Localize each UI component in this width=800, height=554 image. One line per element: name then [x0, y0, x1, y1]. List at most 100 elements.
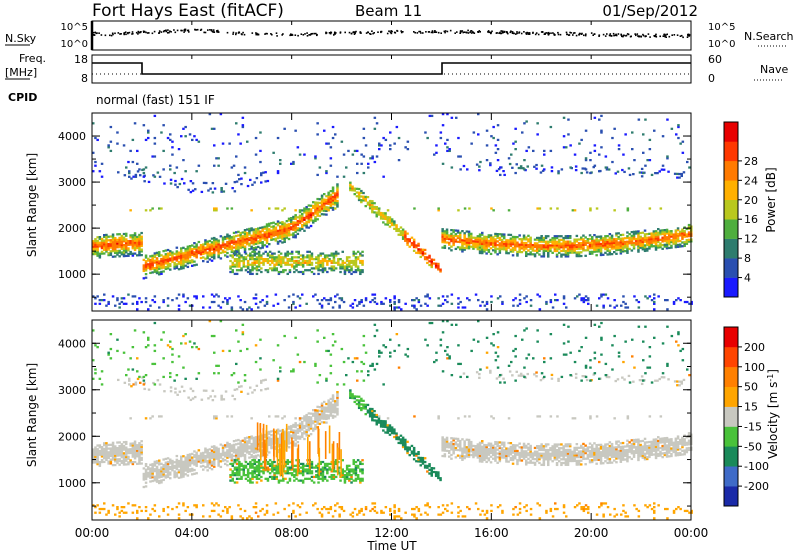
- velocity-cell: [254, 441, 258, 444]
- power-cell: [276, 240, 280, 243]
- power-cell: [241, 236, 245, 240]
- velocity-cell: [327, 408, 330, 411]
- velocity-cell: [316, 409, 319, 412]
- velocity-cell: [202, 459, 205, 462]
- velocity-cell: [195, 460, 198, 464]
- power-cell: [246, 263, 250, 266]
- power-cell: [107, 242, 110, 246]
- power-cell: [171, 255, 174, 258]
- velocity-cell: [155, 469, 159, 472]
- power-cell: [257, 234, 260, 238]
- power-cell: [588, 247, 592, 250]
- power-cell: [259, 131, 262, 134]
- power-cell: [177, 255, 181, 258]
- power-cell: [666, 299, 669, 302]
- velocity-cell: [138, 449, 141, 452]
- power-cell: [492, 236, 495, 239]
- power-cell: [257, 254, 261, 257]
- velocity-cell: [199, 452, 203, 455]
- power-cell: [626, 244, 629, 247]
- power-cell: [434, 264, 438, 267]
- velocity-cell: [100, 447, 104, 451]
- velocity-cell: [448, 455, 451, 458]
- power-cell: [230, 249, 234, 252]
- velocity-cell: [140, 462, 143, 465]
- power-cell: [208, 258, 212, 261]
- velocity-cell: [188, 470, 192, 473]
- power-cell: [356, 162, 359, 165]
- noise-point: [570, 32, 572, 34]
- velocity-cell: [199, 465, 203, 468]
- velocity-cell: [162, 458, 165, 461]
- power-cell: [354, 270, 358, 274]
- noise-point: [235, 32, 237, 34]
- power-cell: [413, 304, 416, 307]
- power-cell: [98, 299, 102, 302]
- velocity-cell: [320, 411, 324, 415]
- power-cell: [463, 237, 466, 240]
- power-cell: [686, 300, 689, 304]
- power-cell: [287, 306, 291, 309]
- power-cell: [253, 261, 256, 264]
- velocity-cell: [109, 451, 113, 454]
- power-cell: [151, 258, 154, 261]
- power-cell: [195, 252, 198, 255]
- power-cell: [319, 269, 322, 272]
- power-cell: [243, 234, 247, 237]
- noise-point: [425, 31, 427, 33]
- velocity-cell: [204, 454, 207, 458]
- velocity-cell: [184, 465, 187, 468]
- power-cell: [523, 122, 526, 125]
- power-cell: [454, 247, 458, 251]
- power-cell: [122, 247, 126, 250]
- velocity-cell: [138, 442, 141, 445]
- velocity-cell: [114, 450, 117, 454]
- power-cell: [608, 245, 612, 249]
- power-cell: [136, 302, 139, 305]
- power-cell: [149, 255, 152, 258]
- power-cell: [162, 259, 165, 262]
- power-cell: [114, 244, 117, 247]
- power-cell: [369, 300, 372, 304]
- power-cell: [518, 234, 521, 237]
- velocity-cell: [476, 450, 480, 454]
- velocity-cell: [173, 476, 176, 479]
- power-cell: [125, 247, 128, 250]
- power-cell: [514, 237, 517, 241]
- power-cell: [674, 246, 678, 249]
- power-cell: [340, 297, 344, 300]
- power-cell: [445, 237, 449, 241]
- power-cell: [231, 256, 234, 259]
- velocity-cell: [314, 414, 317, 418]
- power-cell: [195, 170, 198, 173]
- power-cell: [306, 269, 309, 272]
- power-cell: [265, 223, 269, 226]
- velocity-cell: [210, 451, 214, 454]
- power-cell: [217, 241, 220, 244]
- power-cell: [219, 248, 223, 251]
- power-cell: [674, 238, 678, 241]
- power-cell: [626, 306, 630, 309]
- noise-point: [622, 35, 624, 38]
- velocity-cell: [287, 442, 291, 445]
- velocity-cell: [334, 411, 337, 414]
- velocity-cell: [138, 460, 141, 463]
- power-cell: [687, 231, 691, 234]
- power-cell: [359, 254, 362, 257]
- power-cell: [457, 306, 460, 309]
- velocity-cell: [327, 414, 330, 417]
- power-cell: [231, 261, 234, 264]
- power-cell: [246, 265, 250, 268]
- power-cell: [549, 300, 553, 304]
- velocity-cell: [232, 449, 236, 452]
- power-cell: [294, 236, 297, 239]
- velocity-cell: [164, 474, 168, 477]
- velocity-cell: [107, 460, 110, 463]
- power-cell: [249, 269, 252, 272]
- power-cell: [259, 226, 262, 230]
- power-cell: [331, 186, 335, 189]
- power-cell: [531, 245, 535, 249]
- power-cell: [676, 236, 680, 239]
- power-cell: [411, 304, 414, 307]
- noise-point: [330, 31, 333, 34]
